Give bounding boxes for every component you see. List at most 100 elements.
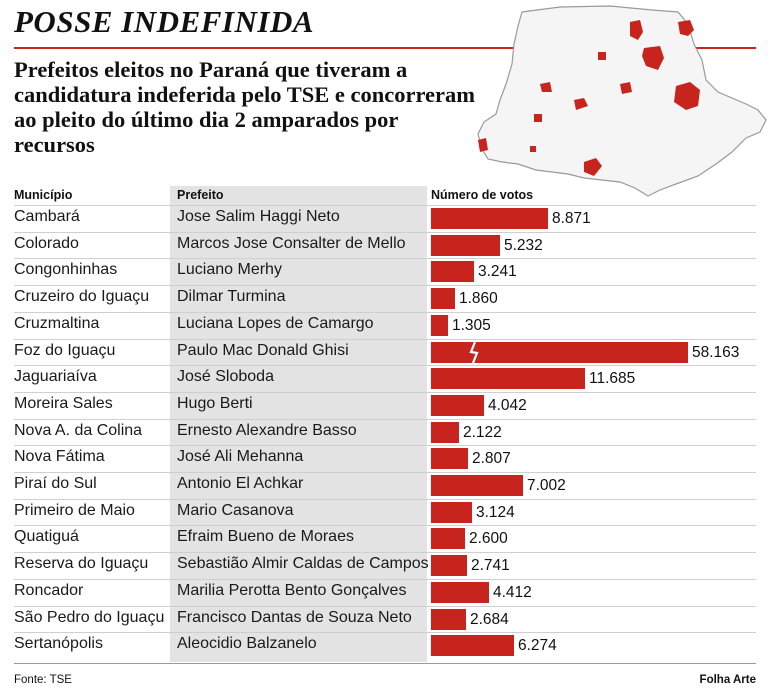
table-row: Congonhinhas Luciano Merhy 3.241 — [14, 258, 756, 285]
municipio-label: Piraí do Sul — [14, 475, 97, 492]
table-row: Moreira Sales Hugo Berti 4.042 — [14, 391, 756, 419]
row-divider — [14, 391, 756, 393]
map-highlight-4 — [674, 82, 700, 110]
row-divider — [14, 498, 756, 500]
map-highlighted-municipalities — [478, 20, 700, 176]
vote-bar — [431, 555, 467, 577]
row-divider — [14, 418, 756, 420]
row-divider — [14, 552, 756, 554]
municipio-label: Foz do Iguaçu — [14, 341, 116, 359]
map-highlight-8 — [540, 82, 552, 92]
row-divider — [14, 311, 756, 313]
vote-bar — [431, 501, 472, 523]
table-row: Sertanópolis Aleocidio Balzanelo 6.274 — [14, 632, 756, 659]
map-highlight-10 — [584, 158, 602, 176]
vote-value-label: 8.871 — [552, 210, 591, 227]
vote-bar — [431, 394, 484, 416]
chart-subtitle: Prefeitos eleitos no Paraná que tiveram … — [14, 57, 476, 157]
vote-value-label: 2.122 — [463, 423, 502, 441]
prefeito-label: Sebastião Almir Caldas de Campos — [177, 555, 429, 573]
header-municipio: Município — [14, 188, 73, 202]
source-note: Fonte: TSE — [14, 674, 72, 686]
vote-bar — [431, 448, 468, 470]
table-row: Primeiro de Maio Mario Casanova 3.124 — [14, 498, 756, 526]
prefeito-label: Mario Casanova — [177, 501, 294, 519]
municipio-label: Quatiguá — [14, 528, 79, 546]
vote-bar — [431, 234, 500, 256]
row-divider — [14, 578, 756, 580]
prefeito-label: Hugo Berti — [177, 394, 253, 412]
vote-value-label: 7.002 — [527, 477, 566, 494]
row-divider — [14, 365, 756, 367]
vote-value-label: 2.600 — [469, 530, 508, 548]
title-divider — [14, 47, 756, 49]
credit-note: Folha Arte — [699, 674, 756, 686]
vote-value-label: 4.412 — [493, 583, 532, 601]
prefeito-column-background — [170, 186, 427, 662]
table-row: Roncador Marilia Perotta Bento Gonçalves 4… — [14, 578, 756, 606]
municipio-label: Colorado — [14, 234, 79, 252]
table-row: Jaguariaíva José Sloboda 11.685 — [14, 365, 756, 392]
row-divider — [14, 605, 756, 607]
map-highlight-12 — [530, 146, 536, 152]
axis-break-icon — [469, 341, 479, 363]
prefeito-label: Francisco Dantas de Souza Neto — [177, 608, 412, 626]
map-highlight-5 — [620, 82, 632, 94]
row-divider — [14, 338, 756, 340]
municipio-label: Reserva do Iguaçu — [14, 555, 149, 573]
prefeito-label: José Sloboda — [177, 368, 274, 386]
municipio-label: Roncador — [14, 581, 84, 599]
municipio-label: Cambará — [14, 208, 80, 225]
vote-value-label: 1.305 — [452, 316, 491, 334]
table-row: Foz do Iguaçu Paulo Mac Donald Ghisi 58.16… — [14, 338, 756, 366]
chart-title: POSSE INDEFINIDA — [14, 4, 315, 39]
prefeito-label: Luciano Merhy — [177, 261, 282, 279]
prefeito-label: José Ali Mehanna — [177, 448, 304, 466]
vote-value-label: 2.684 — [470, 610, 509, 628]
prefeito-label: Paulo Mac Donald Ghisi — [177, 341, 349, 359]
vote-value-label: 11.685 — [589, 370, 636, 388]
prefeito-label: Marilia Perotta Bento Gonçalves — [177, 581, 407, 599]
vote-bar — [431, 421, 459, 443]
row-divider — [14, 205, 756, 206]
map-highlight-2 — [678, 20, 694, 36]
table-row: Reserva do Iguaçu Sebastião Almir Caldas … — [14, 552, 756, 579]
vote-value-label: 3.124 — [476, 503, 515, 521]
row-divider — [14, 285, 756, 287]
row-divider — [14, 231, 756, 233]
municipio-label: Congonhinhas — [14, 261, 118, 279]
prefeito-label: Efraim Bueno de Moraes — [177, 528, 354, 546]
table-row: Nova Fátima José Ali Mehanna 2.807 — [14, 445, 756, 472]
map-highlight-3 — [642, 46, 664, 70]
prefeito-label: Luciana Lopes de Camargo — [177, 314, 374, 332]
prefeito-label: Jose Salim Haggi Neto — [177, 208, 340, 225]
map-highlight-11 — [534, 114, 542, 122]
row-divider — [14, 632, 756, 634]
vote-bar — [431, 608, 466, 630]
row-divider — [14, 258, 756, 260]
municipio-label: Cruzmaltina — [14, 314, 100, 332]
vote-bar — [431, 528, 465, 550]
vote-value-label: 4.042 — [488, 396, 527, 414]
map-highlight-7 — [598, 52, 606, 60]
table-row: Piraí do Sul Antonio El Achkar 7.002 — [14, 472, 756, 499]
municipio-label: Nova Fátima — [14, 448, 105, 466]
row-divider — [14, 445, 756, 447]
municipio-label: Cruzeiro do Iguaçu — [14, 288, 150, 306]
parana-map — [477, 5, 767, 197]
vote-bar — [431, 288, 455, 310]
table-row: Cruzmaltina Luciana Lopes de Camargo 1.305 — [14, 311, 756, 339]
vote-bar — [431, 208, 548, 229]
table-row: São Pedro do Iguaçu Francisco Dantas de S… — [14, 605, 756, 633]
header-prefeito: Prefeito — [177, 188, 224, 202]
table-row: Colorado Marcos Jose Consalter de Mello 5.… — [14, 231, 756, 259]
prefeito-label: Antonio El Achkar — [177, 475, 304, 492]
municipio-label: Jaguariaíva — [14, 368, 97, 386]
prefeito-label: Marcos Jose Consalter de Mello — [177, 234, 406, 252]
vote-value-label: 1.860 — [459, 290, 498, 308]
vote-value-label: 3.241 — [478, 263, 517, 281]
vote-bar — [431, 581, 489, 603]
vote-value-label: 58.163 — [692, 343, 740, 361]
footer-divider — [14, 663, 756, 664]
row-divider — [14, 525, 756, 527]
